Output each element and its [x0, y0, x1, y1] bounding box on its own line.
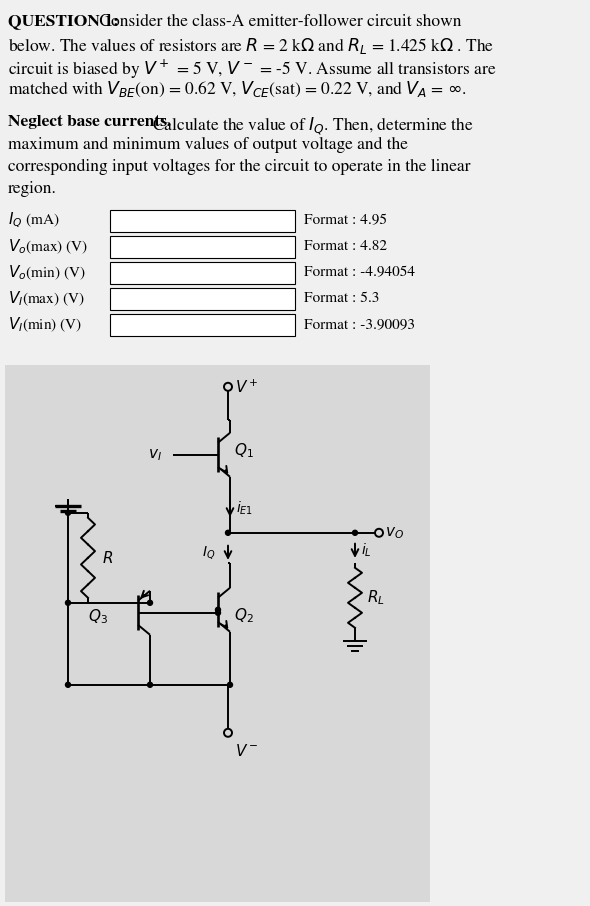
Text: $R$: $R$: [102, 550, 113, 566]
Text: $i_{E1}$: $i_{E1}$: [236, 500, 253, 517]
Circle shape: [352, 530, 358, 535]
Bar: [110, 288, 295, 310]
Text: matched with $V_{BE}$(on) = 0.62 V, $V_{CE}$(sat) = 0.22 V, and $V_A$ = $\infty$: matched with $V_{BE}$(on) = 0.62 V, $V_{…: [8, 80, 467, 99]
Circle shape: [148, 601, 152, 605]
Text: $v_O$: $v_O$: [385, 525, 404, 541]
Text: below. The values of resistors are $R$ = 2 k$\Omega$ and $R_L$ = 1.425 k$\Omega$: below. The values of resistors are $R$ =…: [8, 36, 494, 56]
Text: $Q_2$: $Q_2$: [234, 606, 254, 625]
Text: Neglect base currents.: Neglect base currents.: [8, 115, 171, 130]
Text: $V_o$(max) (V): $V_o$(max) (V): [8, 237, 88, 256]
Circle shape: [215, 611, 221, 615]
Text: $I_Q$ (mA): $I_Q$ (mA): [8, 211, 60, 230]
Text: $I_Q$: $I_Q$: [202, 545, 215, 562]
Bar: [110, 313, 295, 336]
Text: $V^-$: $V^-$: [235, 743, 258, 759]
Circle shape: [148, 682, 152, 688]
Bar: [110, 262, 295, 284]
Circle shape: [228, 682, 232, 688]
Circle shape: [225, 530, 231, 535]
Circle shape: [65, 682, 70, 688]
Text: $V_I$(min) (V): $V_I$(min) (V): [8, 315, 82, 334]
Text: region.: region.: [8, 181, 57, 198]
Text: $Q_1$: $Q_1$: [234, 441, 254, 460]
Bar: [110, 236, 295, 258]
Text: $V_o$(min) (V): $V_o$(min) (V): [8, 264, 86, 282]
Text: $Q_3$: $Q_3$: [88, 607, 108, 626]
Circle shape: [65, 510, 70, 516]
Text: Format : 4.95: Format : 4.95: [304, 214, 387, 227]
Text: Format : 5.3: Format : 5.3: [304, 292, 379, 305]
Text: Format : 4.82: Format : 4.82: [304, 240, 387, 254]
Text: corresponding input voltages for the circuit to operate in the linear: corresponding input voltages for the cir…: [8, 159, 470, 175]
Bar: [110, 210, 295, 232]
Circle shape: [65, 601, 70, 605]
Text: $v_I$: $v_I$: [148, 447, 162, 463]
Text: circuit is biased by $V^+$ = 5 V, $V^-$ = -5 V. Assume all transistors are: circuit is biased by $V^+$ = 5 V, $V^-$ …: [8, 58, 496, 82]
Text: $V^+$: $V^+$: [235, 379, 258, 396]
Text: QUESTION 1:: QUESTION 1:: [8, 14, 119, 29]
Bar: [5, 365, 430, 902]
Text: Calculate the value of $I_Q$. Then, determine the: Calculate the value of $I_Q$. Then, dete…: [148, 115, 474, 137]
Text: $R_L$: $R_L$: [367, 589, 385, 607]
Circle shape: [215, 607, 221, 612]
Text: Format : -3.90093: Format : -3.90093: [304, 318, 415, 332]
Text: Consider the class-A emitter-follower circuit shown: Consider the class-A emitter-follower ci…: [95, 14, 461, 30]
Text: $V_I$(max) (V): $V_I$(max) (V): [8, 290, 85, 308]
Text: $i_L$: $i_L$: [361, 542, 372, 560]
Text: Format : -4.94054: Format : -4.94054: [304, 266, 415, 279]
Text: maximum and minimum values of output voltage and the: maximum and minimum values of output vol…: [8, 137, 408, 153]
